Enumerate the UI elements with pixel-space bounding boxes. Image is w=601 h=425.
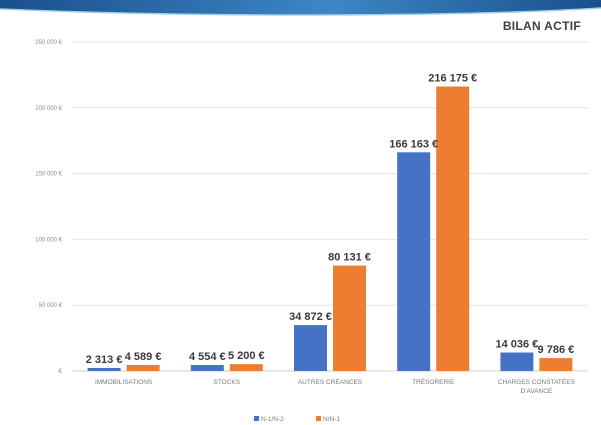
y-tick-label: 200 000 €	[35, 106, 62, 112]
data-label: 4 554 €	[189, 351, 226, 363]
data-label: 2 313 €	[86, 354, 123, 366]
data-label: 9 786 €	[538, 344, 575, 356]
bar-n-1-0	[87, 367, 121, 371]
chart-title: BILAN ACTIF	[502, 19, 581, 33]
y-tick-label: 50 000 €	[39, 303, 63, 309]
bar-n-1-3	[397, 152, 431, 371]
bar-n-1-1	[190, 365, 224, 371]
bar-n-1-4	[500, 352, 534, 371]
data-label: 166 163 €	[389, 138, 438, 150]
x-tick-label: STOCKS	[213, 379, 240, 386]
bar-n-0	[126, 364, 160, 371]
y-tick-label: €	[59, 369, 63, 375]
legend-label: N/N-1	[323, 416, 340, 423]
bar-n-1-2	[294, 325, 327, 371]
bar-n-3	[436, 86, 470, 371]
data-label: 216 175 €	[428, 73, 477, 85]
header-banner	[0, 0, 601, 16]
x-tick-label: AUTRES CRÉANCES	[298, 377, 363, 386]
data-label: 5 200 €	[228, 350, 265, 362]
bar-n-1	[229, 364, 263, 371]
legend-swatch	[254, 416, 259, 421]
data-label: 80 131 €	[328, 252, 371, 264]
x-tick-label: TRÉSORERIE	[412, 377, 455, 386]
bar-n-4	[539, 358, 573, 371]
y-tick-label: 250 000 €	[35, 40, 62, 46]
data-label: 34 872 €	[289, 311, 332, 323]
bar-n-2	[333, 265, 366, 371]
data-label: 14 036 €	[495, 339, 538, 351]
legend-label: N-1/N-2	[261, 416, 284, 423]
data-label: 4 589 €	[125, 351, 162, 363]
x-tick-label: CHARGES CONSTATÉES D'AVANCE	[498, 377, 576, 395]
y-tick-label: 100 000 €	[35, 237, 62, 243]
y-tick-label: 150 000 €	[35, 172, 62, 178]
legend-swatch	[316, 416, 321, 421]
x-tick-label: IMMOBILISATIONS	[95, 379, 153, 386]
